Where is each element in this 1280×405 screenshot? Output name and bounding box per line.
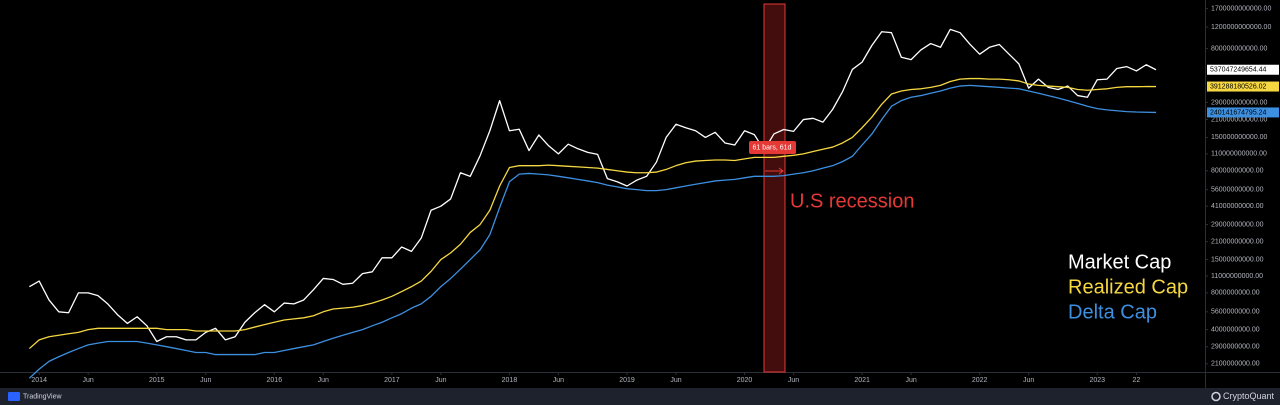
x-tick-label: Jun xyxy=(788,377,799,384)
last-value-label: 240141674795.24 xyxy=(1210,109,1267,116)
x-tick-label: 22 xyxy=(1133,377,1141,384)
y-tick-label: 5600000000.00 xyxy=(1211,309,1260,316)
footer xyxy=(0,388,1280,405)
x-tick-label: Jun xyxy=(905,377,916,384)
y-tick-label: 80000000000.00 xyxy=(1211,168,1264,175)
y-tick-label: 1200000000000.00 xyxy=(1211,24,1271,31)
series-line xyxy=(28,77,1157,350)
y-tick-label: 8000000000.00 xyxy=(1211,290,1260,297)
x-tick-label: 2021 xyxy=(854,377,870,384)
measure-label: 61 bars, 61d xyxy=(753,144,792,151)
y-tick-label: 800000000000.00 xyxy=(1211,45,1268,52)
price-axis xyxy=(1206,0,1280,388)
legend-entry: Realized Cap xyxy=(1068,276,1188,298)
measure-arrow-head xyxy=(778,167,784,175)
last-value-box xyxy=(1207,64,1279,75)
y-tick-label: 150000000000.00 xyxy=(1211,134,1268,141)
x-tick-label: Jun xyxy=(83,377,94,384)
x-tick-label: Jun xyxy=(670,377,681,384)
x-tick-label: 2015 xyxy=(149,377,165,384)
brand-right: CryptoQuant xyxy=(1223,391,1275,401)
last-value-label: 391288180526.02 xyxy=(1210,83,1267,90)
x-tick-label: 2019 xyxy=(619,377,635,384)
brand-left: TradingView xyxy=(23,393,62,400)
y-tick-label: 56000000000.00 xyxy=(1211,187,1264,194)
x-tick-label: 2020 xyxy=(737,377,753,384)
cryptoquant-logo xyxy=(1211,391,1221,402)
recession-band xyxy=(763,3,786,373)
x-tick-label: Jun xyxy=(435,377,446,384)
last-value-box xyxy=(1207,81,1279,92)
last-value-label: 537047249654.44 xyxy=(1210,67,1267,74)
legend-entry: Delta Cap xyxy=(1068,301,1157,323)
y-tick-label: 1700000000000.00 xyxy=(1211,5,1271,12)
series-line xyxy=(29,28,1157,343)
y-tick-label: 21000000000.00 xyxy=(1211,239,1264,246)
y-tick-label: 29000000000.00 xyxy=(1211,221,1264,228)
x-tick-label: 2016 xyxy=(267,377,283,384)
series-line xyxy=(28,84,1157,379)
tradingview-logo xyxy=(8,392,20,401)
y-tick-label: 210000000000.00 xyxy=(1211,116,1268,123)
x-tick-label: 2018 xyxy=(502,377,518,384)
x-tick-label: Jun xyxy=(553,377,564,384)
x-tick-label: 2023 xyxy=(1089,377,1105,384)
x-tick-label: Jun xyxy=(1023,377,1034,384)
y-tick-label: 110000000000.00 xyxy=(1211,151,1267,158)
legend-entry: Market Cap xyxy=(1068,251,1171,273)
y-tick-label: 2900000000.00 xyxy=(1211,344,1260,351)
measure-box xyxy=(749,141,796,154)
x-tick-label: Jun xyxy=(200,377,211,384)
y-tick-label: 2100000000.00 xyxy=(1211,361,1260,368)
x-tick-label: Jun xyxy=(318,377,329,384)
x-tick-label: 2022 xyxy=(972,377,988,384)
annotation: U.S recession xyxy=(790,190,915,212)
x-tick-label: 2017 xyxy=(384,377,400,384)
y-tick-label: 15000000000.00 xyxy=(1211,256,1264,263)
y-tick-label: 290000000000.00 xyxy=(1211,99,1268,106)
last-value-box xyxy=(1207,107,1279,118)
y-tick-label: 4000000000.00 xyxy=(1211,326,1260,333)
x-tick-label: 2014 xyxy=(31,377,47,384)
plot xyxy=(28,28,1157,379)
y-tick-label: 41000000000.00 xyxy=(1211,203,1264,210)
y-tick-label: 11000000000.00 xyxy=(1211,273,1263,280)
